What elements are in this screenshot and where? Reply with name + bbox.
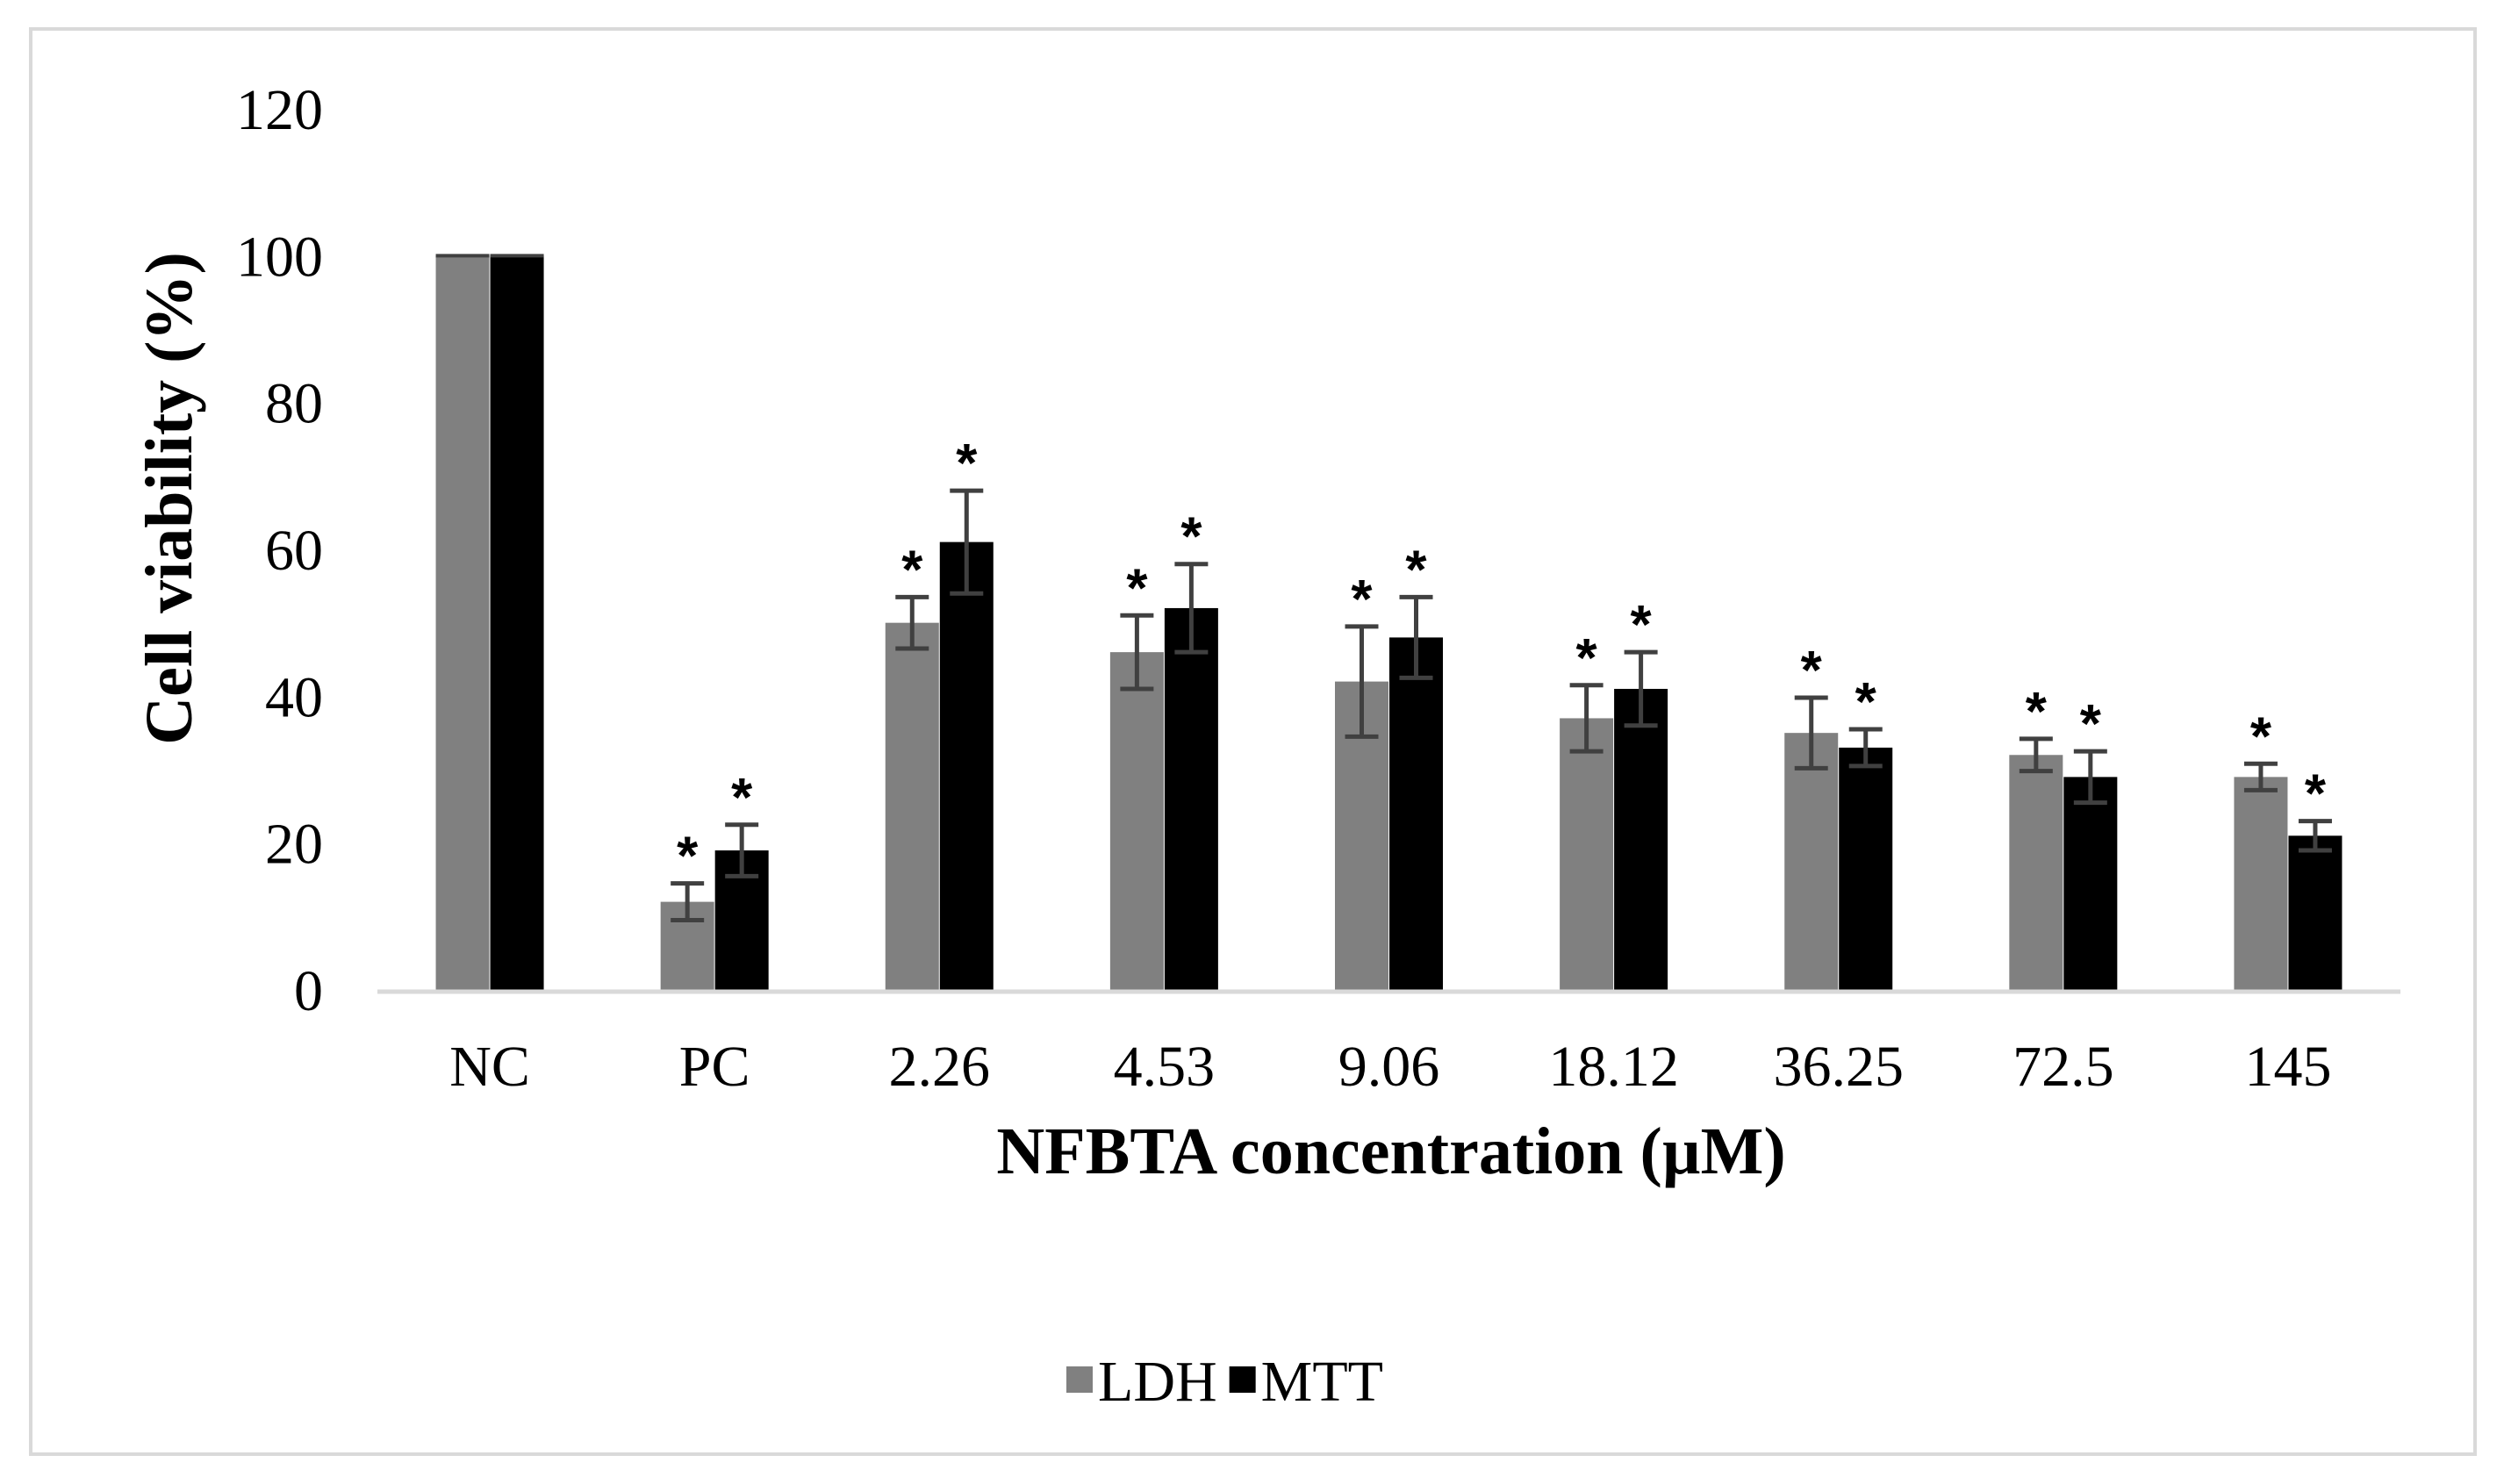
significance-asterisk: *	[677, 827, 699, 887]
bar-mtt	[2288, 835, 2343, 990]
significance-asterisk: *	[1405, 540, 1427, 600]
error-bar	[1120, 613, 1154, 692]
error-bar	[1345, 624, 1379, 739]
x-tick-label: PC	[679, 1035, 750, 1099]
x-tick-label: 145	[2244, 1035, 2331, 1099]
legend-swatch-ldh	[1066, 1366, 1093, 1393]
error-bar	[1624, 649, 1658, 728]
error-bar	[671, 881, 705, 923]
x-axis-ticks: NC PC 2.26 4.53 9.06 18.12 36.25 72.5 145	[449, 1035, 2331, 1099]
x-tick-label: 4.53	[1114, 1035, 1216, 1099]
error-bar	[2019, 736, 2053, 774]
error-bar	[1399, 594, 1433, 680]
bar-ldh	[1784, 733, 1839, 990]
y-tick-label: 0	[294, 959, 323, 1023]
bar-ldh	[885, 622, 939, 990]
significance-asterisk: *	[2305, 764, 2327, 825]
error-bar	[1174, 562, 1209, 655]
bar-mtt	[1164, 607, 1218, 990]
error-bar	[1569, 683, 1604, 754]
bar-ldh	[2009, 755, 2063, 990]
legend: LDH MTT	[1066, 1350, 1383, 1414]
y-tick-label: 40	[265, 665, 323, 729]
y-tick-label: 60	[265, 519, 323, 583]
bar-mtt	[490, 255, 544, 990]
bar-mtt	[2063, 777, 2118, 990]
legend-swatch-mtt	[1229, 1366, 1256, 1393]
significance-asterisk: *	[956, 434, 978, 494]
x-tick-label: 2.26	[889, 1035, 991, 1099]
significance-asterisk: *	[731, 768, 753, 828]
bar-mtt	[939, 541, 994, 990]
bars	[435, 255, 2343, 990]
significance-asterisk: *	[1180, 507, 1202, 568]
error-bar	[725, 822, 759, 878]
significance-asterisk: *	[2026, 682, 2048, 742]
bar-mtt	[1389, 637, 1443, 990]
legend-label-ldh: LDH	[1098, 1350, 1217, 1414]
y-tick-label: 20	[265, 813, 323, 877]
significance-asterisk: *	[1576, 628, 1598, 689]
error-bar	[1848, 727, 1883, 769]
error-bars	[435, 254, 2332, 923]
error-bar	[2073, 749, 2107, 806]
error-bar	[2243, 761, 2278, 792]
x-tick-label: 72.5	[2013, 1035, 2114, 1099]
error-bar	[895, 594, 929, 651]
x-tick-label: 18.12	[1548, 1035, 1679, 1099]
significance-asterisk: *	[1855, 672, 1877, 733]
significance-asterisk: *	[1631, 595, 1653, 656]
significance-asterisk: *	[901, 540, 923, 600]
error-bar	[950, 488, 984, 596]
y-axis-title: Cell viability (%)	[133, 252, 206, 745]
significance-asterisk: *	[2080, 694, 2102, 755]
significance-asterisk: *	[1801, 641, 1823, 701]
significance-asterisk: *	[1126, 558, 1148, 619]
bar-mtt	[1839, 747, 1893, 990]
x-tick-label: NC	[449, 1035, 530, 1099]
y-axis-ticks: 0 20 40 60 80 100 120	[236, 78, 323, 1023]
y-tick-label: 80	[265, 372, 323, 436]
y-tick-label: 120	[236, 78, 323, 142]
bar-ldh	[1109, 652, 1164, 990]
bar-ldh	[435, 255, 490, 990]
bar-ldh	[1560, 718, 1614, 990]
bar-mtt	[1614, 688, 1668, 990]
error-bar	[1794, 695, 1828, 771]
significance-marks: * * * * * * * * * * * * * * * *	[677, 434, 2327, 887]
legend-label-mtt: MTT	[1261, 1350, 1383, 1414]
error-bar	[2298, 819, 2332, 853]
significance-asterisk: *	[2250, 706, 2272, 767]
significance-asterisk: *	[1351, 570, 1373, 630]
x-tick-label: 36.25	[1773, 1035, 1904, 1099]
x-tick-label: 9.06	[1338, 1035, 1440, 1099]
bar-ldh	[2234, 777, 2288, 990]
x-axis-title: NFBTA concentration (µM)	[996, 1115, 1785, 1188]
y-tick-label: 100	[236, 225, 323, 289]
